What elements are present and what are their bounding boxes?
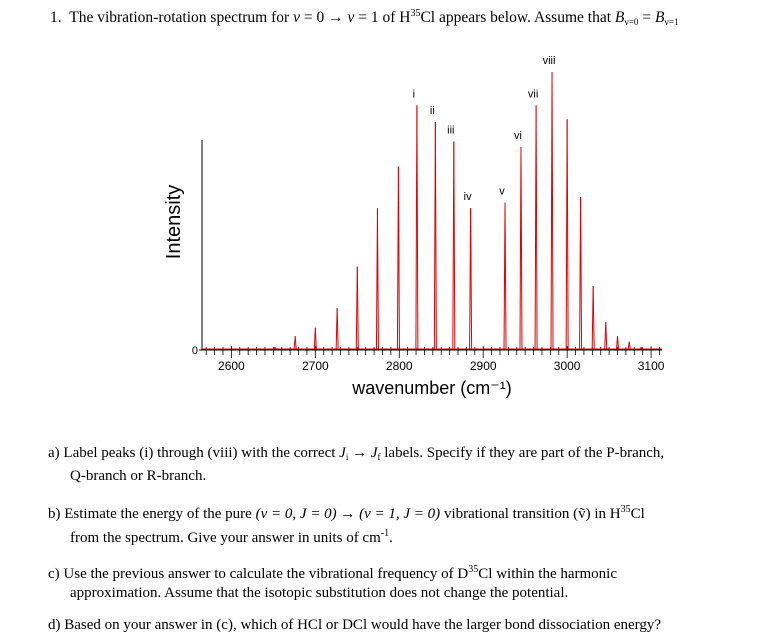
wavenumber-symbol: (ṽ) [573, 506, 591, 522]
unit-superscript: -1 [380, 528, 390, 539]
peak-label: viii [543, 55, 556, 67]
peak-line-fall [470, 208, 473, 350]
ji-subscript: i [345, 452, 349, 462]
x-axis-title: wavenumber (cm⁻¹) [351, 378, 512, 398]
equals-sign: = [642, 9, 652, 26]
part-a: a) Label peaks (i) through (viii) with t… [48, 444, 748, 486]
jf-symbol: J [370, 445, 378, 461]
part-a-text-3: Q-branch or R-branch. [70, 468, 207, 484]
v-lower-symbol: v [293, 9, 300, 26]
y-tick-label: 0 [192, 345, 198, 357]
peak-label: vii [528, 88, 538, 100]
jf-subscript: f [377, 452, 381, 462]
arrow-symbol: → [352, 445, 368, 461]
part-c: c) Use the previous answer to calculate … [48, 560, 748, 603]
peak-line-fall [640, 346, 643, 350]
peak-label: ii [430, 105, 435, 117]
x-tick-label: 2900 [470, 359, 497, 373]
part-d: d) Based on your answer in (c), which of… [48, 616, 748, 635]
peak-label: iv [464, 191, 472, 203]
part-b-isotope: 35 [620, 504, 631, 515]
peak-line-fall [566, 119, 569, 350]
peak-line-fall [628, 341, 631, 350]
part-b-text-3: in H [594, 506, 621, 522]
part-b-text-5: from the spectrum. Give your answer in u… [70, 530, 381, 546]
x-tick-label: 2800 [386, 359, 413, 373]
peak-line-fall [356, 266, 359, 350]
b-lower-subscript: v=0 [624, 17, 639, 27]
peak-line-fall [376, 208, 379, 350]
peak-line-fall [504, 202, 507, 350]
part-b-label: b) [48, 506, 61, 522]
part-b: b) Estimate the energy of the pure (v = … [48, 500, 748, 548]
part-b-line-2: from the spectrum. Give your answer in u… [48, 524, 748, 548]
question-header: 1. The vibration-rotation spectrum for v… [50, 8, 678, 27]
peak-line-fall [580, 197, 583, 350]
b-lower-symbol: B [614, 9, 625, 26]
x-tick-label: 2600 [218, 359, 245, 373]
peak-label: iii [447, 125, 454, 137]
peak-line-fall [592, 286, 595, 350]
transition-notation: (v = 0, J = 0) → (v = 1, J = 0) [255, 506, 441, 522]
question-number: 1. [50, 9, 62, 26]
peak-line-fall [397, 166, 400, 350]
part-b-text-6: . [389, 530, 393, 546]
part-c-text: Use the previous answer to calculate the… [63, 566, 469, 582]
part-b-text-2: vibrational transition [443, 506, 570, 522]
molecule-text: Cl appears below. Assume that [420, 9, 612, 26]
peak-label: i [413, 88, 415, 100]
part-b-text: Estimate the energy of the pure [64, 506, 252, 522]
peak-line-fall [551, 71, 554, 350]
isotope-superscript: 35 [410, 8, 421, 19]
ji-symbol: J [339, 445, 346, 461]
part-a-label: a) [48, 445, 60, 461]
part-d-label: d) [48, 617, 61, 633]
x-tick-label: 3000 [554, 359, 581, 373]
peak-label: v [499, 186, 505, 198]
part-c-isotope: 35 [468, 564, 479, 575]
peak-label: vi [514, 130, 522, 142]
b-upper-symbol: B [654, 9, 665, 26]
part-c-text-3: approximation. Assume that the isotopic … [70, 585, 569, 601]
peak-line-fall [453, 141, 456, 350]
part-d-text: Based on your answer in (c), which of HC… [64, 617, 662, 633]
part-a-text: Label peaks (i) through (viii) with the … [63, 445, 336, 461]
y-axis-title: Intensity [163, 185, 185, 259]
peak-line-fall [520, 147, 523, 350]
v-upper-symbol: v [347, 9, 355, 26]
part-b-text-4: Cl [630, 506, 645, 522]
peak-line-fall [617, 336, 620, 350]
question-text: The vibration-rotation spectrum for [69, 9, 290, 26]
x-tick-label: 3100 [638, 359, 665, 373]
b-upper-subscript: v=1 [664, 17, 679, 27]
part-c-text-2: Cl within the harmonic [478, 566, 617, 582]
v-lower-eq: = 0 → [303, 9, 344, 26]
peak-line-fall [274, 346, 277, 350]
peak-line-fall [434, 122, 437, 350]
peak-line-fall [416, 105, 419, 350]
peak-line-fall [605, 322, 608, 350]
x-tick-label: 2700 [302, 359, 329, 373]
peak-line-fall [314, 327, 317, 350]
peak-line-fall [294, 336, 297, 350]
v-upper-eq: = 1 of H [358, 9, 411, 26]
part-c-label: c) [48, 566, 60, 582]
peak-line-fall [336, 308, 339, 350]
peak-line-fall [535, 105, 538, 350]
part-a-text-2: labels. Specify if they are part of the … [384, 445, 665, 461]
